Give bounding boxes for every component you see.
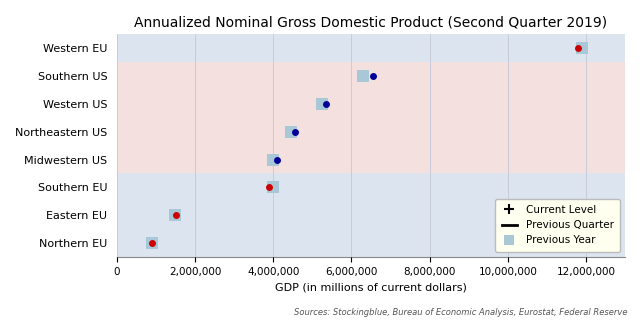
X-axis label: GDP (in millions of current dollars): GDP (in millions of current dollars): [275, 282, 467, 292]
Title: Annualized Nominal Gross Domestic Product (Second Quarter 2019): Annualized Nominal Gross Domestic Produc…: [134, 15, 607, 29]
Bar: [117, 146, 625, 173]
Bar: [117, 229, 625, 257]
Bar: [117, 201, 625, 229]
Bar: [117, 34, 625, 62]
Bar: [117, 118, 625, 146]
Bar: [117, 173, 625, 201]
Bar: [117, 62, 625, 90]
Bar: [117, 90, 625, 118]
Text: Sources: Stockingblue, Bureau of Economic Analysis, Eurostat, Federal Reserve: Sources: Stockingblue, Bureau of Economi…: [294, 308, 627, 317]
Legend: Current Level, Previous Quarter, Previous Year: Current Level, Previous Quarter, Previou…: [495, 199, 620, 252]
